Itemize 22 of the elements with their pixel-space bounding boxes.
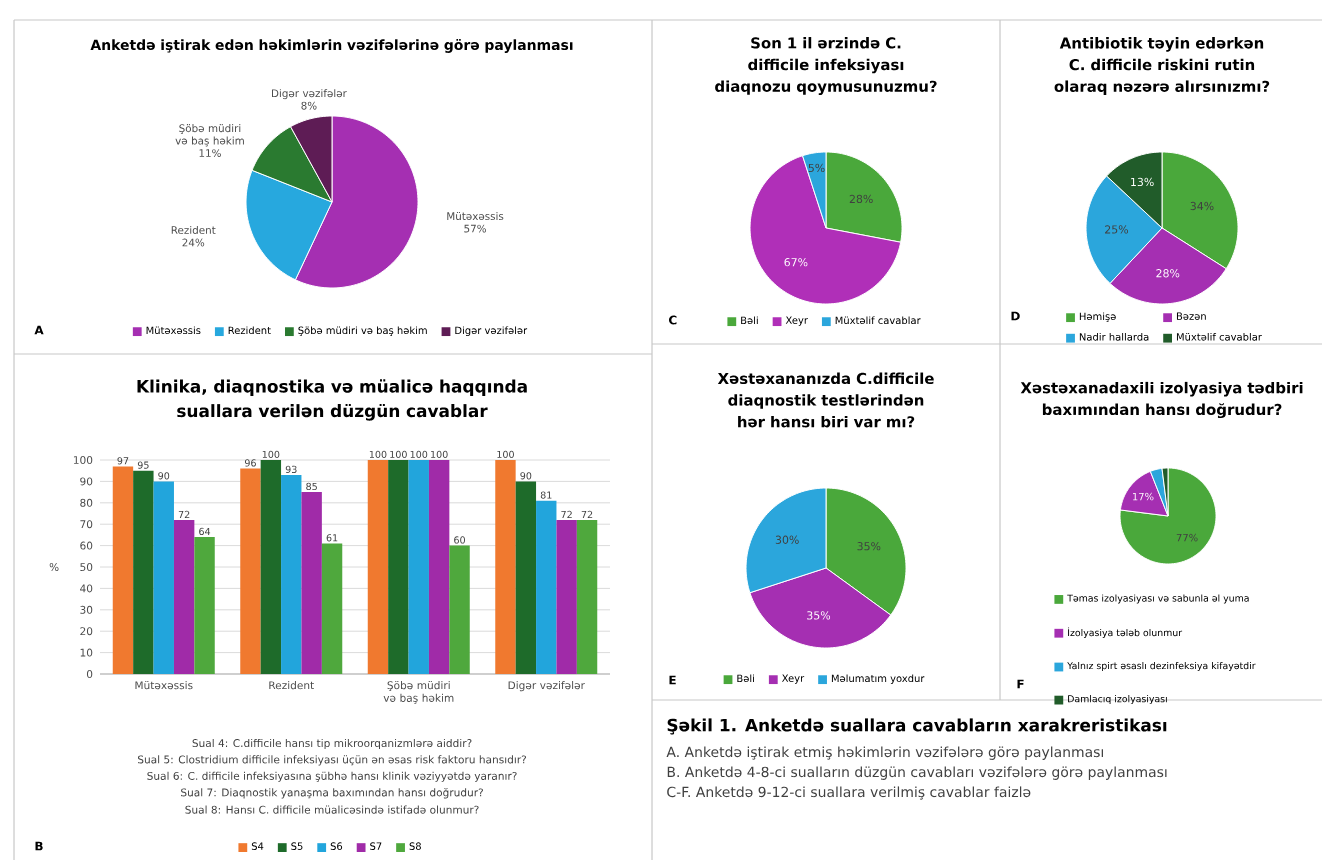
- bar: [495, 460, 516, 674]
- bar: [133, 470, 154, 674]
- bar: [556, 519, 577, 674]
- bar: [367, 460, 389, 674]
- bar: [576, 519, 598, 674]
- bar: [536, 500, 557, 674]
- bar: [281, 474, 302, 674]
- chart-title: Klinika, diaqnostika və müalicə haqqında suallara verilən düzgün cavablar: [137, 379, 527, 421]
- bar: [112, 466, 134, 674]
- bar: [301, 492, 322, 674]
- bar: [388, 460, 409, 674]
- bar: [153, 481, 174, 674]
- bar: [173, 519, 195, 674]
- bar: [240, 468, 261, 674]
- bar: [321, 543, 343, 674]
- bar: [194, 537, 215, 674]
- bar: [428, 460, 450, 674]
- bar: [408, 460, 429, 674]
- text: Şəkil 1. Anketdə suallara cavabların xarakreristikası: [667, 718, 1167, 735]
- bar: [515, 481, 537, 674]
- bar: [260, 460, 282, 674]
- bar: [449, 545, 470, 674]
